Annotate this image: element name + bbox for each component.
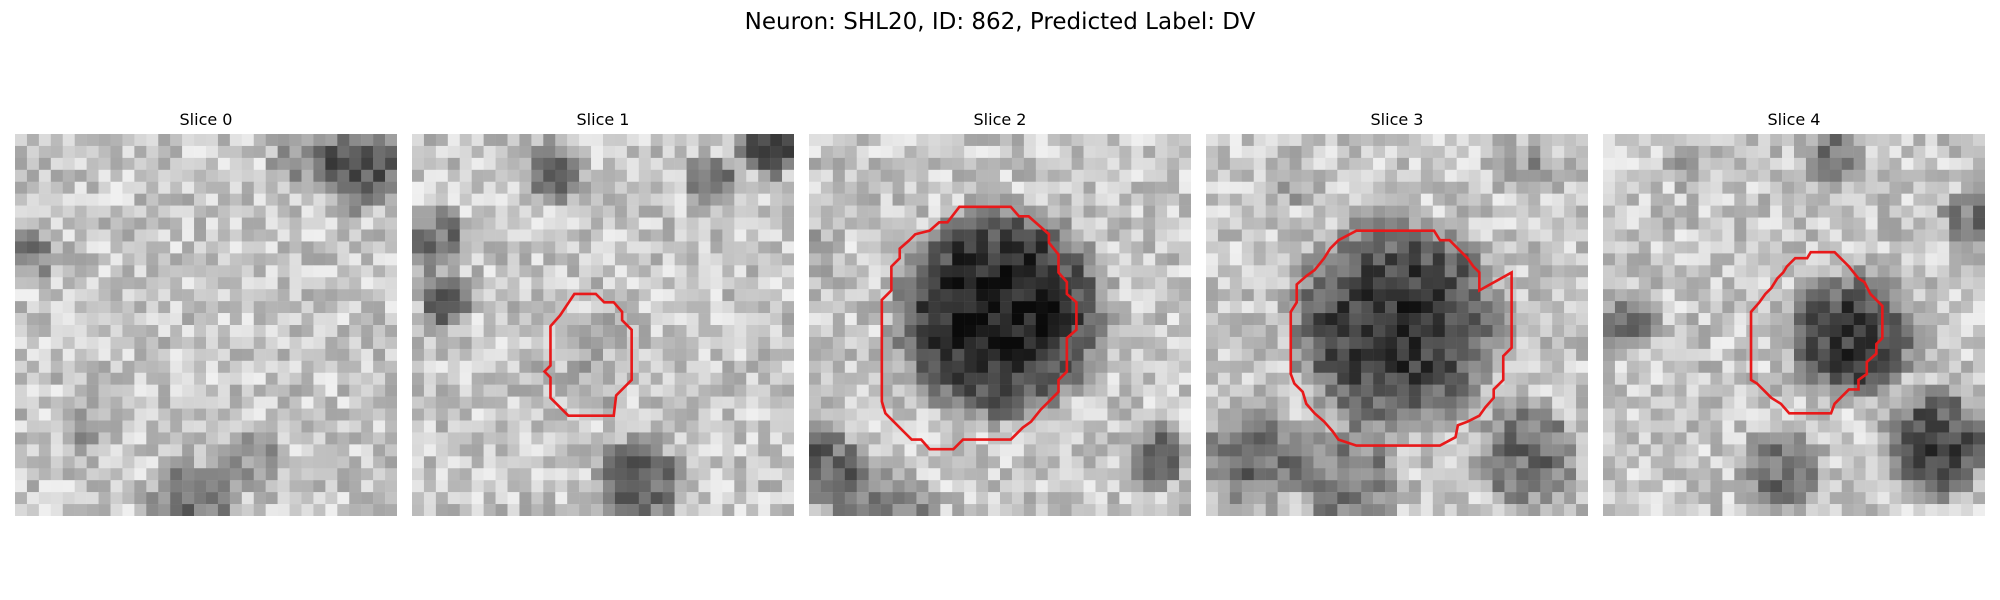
- slice-panel-2: Slice 2: [809, 110, 1191, 516]
- slice-image-svg: [412, 134, 794, 516]
- pixel-grid: [1603, 134, 1985, 516]
- segmentation-contour: [880, 205, 1078, 451]
- segmentation-contour: [1749, 250, 1884, 415]
- segmentation-contour: [1289, 229, 1513, 447]
- slice-image: [15, 134, 397, 516]
- slice-title: Slice 3: [1370, 110, 1424, 129]
- slice-image: [1603, 134, 1985, 516]
- slice-title: Slice 2: [973, 110, 1027, 129]
- slice-image-svg: [1206, 134, 1588, 516]
- pixel-grid: [1206, 134, 1588, 516]
- slice-panel-3: Slice 3: [1206, 110, 1588, 516]
- slice-title: Slice 0: [179, 110, 233, 129]
- slice-panel-1: Slice 1: [412, 110, 794, 516]
- slice-panel-4: Slice 4: [1603, 110, 1985, 516]
- slice-title: Slice 1: [576, 110, 630, 129]
- slice-image-svg: [809, 134, 1191, 516]
- slice-image-svg: [1603, 134, 1985, 516]
- slice-image: [412, 134, 794, 516]
- pixel-grid: [15, 134, 397, 516]
- slice-title: Slice 4: [1767, 110, 1821, 129]
- pixel-grid: [809, 134, 1191, 516]
- figure-title: Neuron: SHL20, ID: 862, Predicted Label:…: [744, 9, 1256, 35]
- pixel-grid: [412, 134, 794, 516]
- segmentation-contour: [542, 292, 633, 418]
- slice-image: [1206, 134, 1588, 516]
- slice-panel-0: Slice 0: [15, 110, 397, 516]
- slice-image: [809, 134, 1191, 516]
- slice-image-svg: [15, 134, 397, 516]
